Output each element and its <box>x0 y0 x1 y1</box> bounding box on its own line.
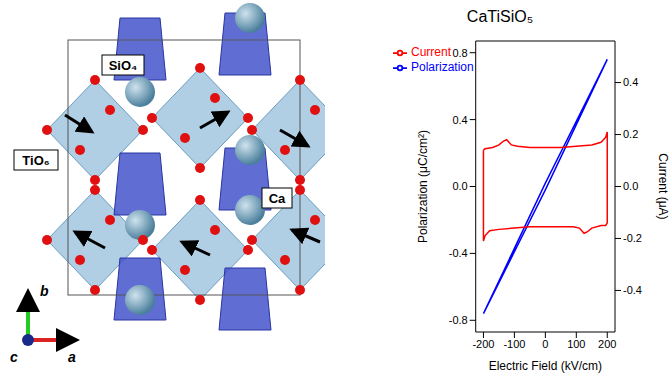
html-text:CaTiSiO₅: CaTiSiO₅ <box>466 8 534 25</box>
svg-text:Ca: Ca <box>269 191 286 206</box>
svg-text:0.4: 0.4 <box>452 114 467 126</box>
html-text:Polarization: Polarization <box>411 59 474 74</box>
svg-text:100: 100 <box>567 338 585 350</box>
svg-text:-0.4: -0.4 <box>623 284 642 296</box>
svg-text:c: c <box>10 349 18 365</box>
svg-text:Current (μA): Current (μA) <box>656 153 670 219</box>
html-text:Current: Current <box>411 45 451 59</box>
svg-text:-200: -200 <box>472 338 494 350</box>
svg-text:0: 0 <box>542 338 548 350</box>
svg-text:-0.8: -0.8 <box>449 314 468 326</box>
svg-text:-0.4: -0.4 <box>449 247 468 259</box>
svg-text:Electric Field (kV/cm): Electric Field (kV/cm) <box>489 359 602 373</box>
svg-text:-100: -100 <box>503 338 525 350</box>
svg-text:0.0: 0.0 <box>623 180 638 192</box>
svg-text:SiO₄: SiO₄ <box>109 58 138 73</box>
svg-text:0.2: 0.2 <box>623 128 638 140</box>
svg-text:0.4: 0.4 <box>623 76 638 88</box>
svg-text:a: a <box>68 349 76 365</box>
svg-text:Polarization (μC/cm²): Polarization (μC/cm²) <box>416 130 430 243</box>
svg-text:0.0: 0.0 <box>452 180 467 192</box>
svg-text:TiO₆: TiO₆ <box>22 153 49 168</box>
svg-text:-0.2: -0.2 <box>623 232 642 244</box>
svg-text:200: 200 <box>598 338 616 350</box>
svg-text:0.8: 0.8 <box>452 47 467 59</box>
svg-text:b: b <box>40 283 49 299</box>
